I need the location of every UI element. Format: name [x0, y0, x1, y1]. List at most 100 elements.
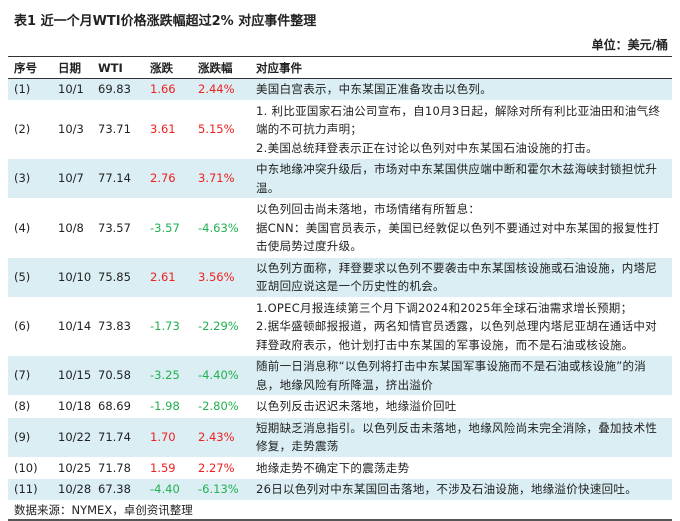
event-line: 以色列反击迟迟未落地，地缘溢价回吐 [256, 399, 457, 413]
table-row: (7) 10/15 70.58 -3.25 -4.40% 随前一日消息称“以色列将打击中东… [8, 355, 672, 396]
row-pct: -2.29% [192, 297, 250, 356]
row-change: 1.59 [144, 457, 192, 479]
table-row: (4) 10/8 73.57 -3.57 -4.63% 以色列回击尚未落地，市场情绪有所暂… [8, 198, 672, 258]
table-row: (6) 10/14 73.83 -1.73 -2.29% 1.OPEC月报连续第三个月下调… [8, 297, 672, 356]
table-row: (8) 10/18 68.69 -1.98 -2.80% 以色列反击迟迟未落地，地缘溢价回… [8, 395, 672, 418]
row-number: (6) [8, 297, 52, 356]
row-wti: 73.71 [92, 100, 144, 159]
row-change: 2.76 [144, 158, 192, 199]
row-number: (10) [8, 457, 52, 479]
header-event: 对应事件 [250, 56, 672, 79]
row-event: 地缘走势不确定下的震荡走势 [250, 457, 672, 479]
event-line: 1.OPEC月报连续第三个月下调2024和2025年全球石油需求增长预期； [256, 300, 633, 315]
row-date: 10/14 [52, 297, 92, 356]
row-number: (2) [8, 100, 52, 159]
row-change: -4.40 [144, 478, 192, 501]
source-note: 数据来源：NYMEX，卓创资讯整理 [8, 499, 672, 521]
table-row: (1) 10/1 69.83 1.66 2.44% 美国白宫表示，中东某国正准备攻击以色列… [8, 78, 672, 101]
row-event: 以色列回击尚未落地，市场情绪有所暂息： 据CNN：美国官员表示，美国已经敦促以色列… [250, 198, 672, 258]
table-row: (10) 10/25 71.78 1.59 2.27% 地缘走势不确定下的震荡走势 [8, 457, 672, 479]
row-number: (1) [8, 78, 52, 101]
event-line: 1. 利比亚国家石油公司宣布，自10月3日起，解除对所有利比亚油田和油气终端的不… [256, 103, 661, 137]
row-event: 随前一日消息称“以色列将打击中东某国军事设施而不是石油或核设施”的消息，地缘风险… [250, 355, 672, 396]
row-change: -1.98 [144, 395, 192, 418]
row-number: (5) [8, 257, 52, 298]
row-wti: 75.85 [92, 257, 144, 298]
unit-label: 单位：美元/桶 [591, 38, 668, 52]
row-wti: 69.83 [92, 78, 144, 101]
row-pct: 5.15% [192, 100, 250, 159]
row-pct: 2.43% [192, 417, 250, 458]
row-wti: 73.57 [92, 198, 144, 258]
header-no: 序号 [8, 56, 52, 79]
row-pct: 3.56% [192, 257, 250, 298]
row-pct: -4.40% [192, 355, 250, 396]
row-event: 26日以色列对中东某国回击落地，不涉及石油设施，地缘溢价快速回吐。 [250, 478, 672, 501]
row-date: 10/8 [52, 198, 92, 258]
row-date: 10/10 [52, 257, 92, 298]
row-wti: 67.38 [92, 478, 144, 501]
event-line: 2.美国总统拜登表示正在讨论以色列对中东某国石油设施的打击。 [256, 140, 598, 155]
row-event: 1. 利比亚国家石油公司宣布，自10月3日起，解除对所有利比亚油田和油气终端的不… [250, 100, 672, 159]
row-pct: -2.80% [192, 395, 250, 418]
header-change: 涨跌 [144, 56, 192, 79]
table-row: (2) 10/3 73.71 3.61 5.15% 1. 利比亚国家石油公司宣布，自10月… [8, 100, 672, 159]
row-wti: 70.58 [92, 355, 144, 396]
event-line: 短期缺乏消息指引。以色列反击未落地，地缘风险尚未完全消除，叠加技术性修复，走势震… [256, 420, 658, 454]
row-pct: 2.27% [192, 457, 250, 479]
table-row: (11) 10/28 67.38 -4.40 -6.13% 26日以色列对中东某国回击落地… [8, 478, 672, 501]
row-change: -3.57 [144, 198, 192, 258]
event-line: 地缘走势不确定下的震荡走势 [256, 460, 410, 475]
event-line: 2.据华盛顿邮报报道，两名知情官员透露，以色列总理内塔尼亚胡在通话中对拜登政府表… [256, 319, 657, 352]
row-event: 美国白宫表示，中东某国正准备攻击以色列。 [250, 78, 672, 101]
header-date: 日期 [52, 56, 92, 79]
header-wti: WTI [92, 56, 144, 79]
row-change: 1.70 [144, 417, 192, 458]
row-date: 10/18 [52, 395, 92, 418]
header-row: 序号 日期 WTI 涨跌 涨跌幅 对应事件 [8, 56, 672, 79]
row-wti: 71.78 [92, 457, 144, 479]
event-line: 随前一日消息称“以色列将打击中东某国军事设施而不是石油或核设施”的消息，地缘风险… [256, 359, 647, 392]
row-event: 以色列反击迟迟未落地，地缘溢价回吐 [250, 395, 672, 418]
row-change: 2.61 [144, 257, 192, 298]
row-date: 10/22 [52, 417, 92, 458]
table-title: 表1 近一个月WTI价格涨跌幅超过2% 对应事件整理 [14, 14, 317, 29]
event-line: 以色列回击尚未落地，市场情绪有所暂息： [256, 202, 481, 216]
row-change: -1.73 [144, 297, 192, 356]
row-wti: 71.74 [92, 417, 144, 458]
row-change: -3.25 [144, 355, 192, 396]
row-number: (8) [8, 395, 52, 418]
row-number: (3) [8, 158, 52, 199]
row-number: (11) [8, 478, 52, 501]
row-date: 10/25 [52, 457, 92, 479]
row-wti: 77.14 [92, 158, 144, 199]
row-date: 10/15 [52, 355, 92, 396]
header-pct: 涨跌幅 [192, 56, 250, 79]
row-wti: 73.83 [92, 297, 144, 356]
event-line: 26日以色列对中东某国回击落地，不涉及石油设施，地缘溢价快速回吐。 [256, 482, 638, 496]
table-row: (5) 10/10 75.85 2.61 3.56% 以色列方面称，拜登要求以色列不要袭击… [8, 257, 672, 298]
row-date: 10/7 [52, 158, 92, 199]
row-date: 10/1 [52, 78, 92, 101]
row-pct: 2.44% [192, 78, 250, 101]
row-number: (9) [8, 417, 52, 458]
row-number: (7) [8, 355, 52, 396]
row-event: 短期缺乏消息指引。以色列反击未落地，地缘风险尚未完全消除，叠加技术性修复，走势震… [250, 417, 672, 458]
event-line: 以色列方面称，拜登要求以色列不要袭击中东某国核设施或石油设施，内塔尼亚胡回应说这… [256, 260, 658, 294]
row-event: 1.OPEC月报连续第三个月下调2024和2025年全球石油需求增长预期； 2.据… [250, 297, 672, 356]
row-pct: 3.71% [192, 158, 250, 199]
row-number: (4) [8, 198, 52, 258]
event-line: 美国白宫表示，中东某国正准备攻击以色列。 [256, 82, 492, 96]
row-wti: 68.69 [92, 395, 144, 418]
table-row: (3) 10/7 77.14 2.76 3.71% 中东地缘冲突升级后，市场对中东某国供应… [8, 158, 672, 199]
row-date: 10/3 [52, 100, 92, 159]
events-table: 序号 日期 WTI 涨跌 涨跌幅 对应事件 (1) 10/1 69.83 1.66 2.… [8, 56, 672, 521]
row-event: 以色列方面称，拜登要求以色列不要袭击中东某国核设施或石油设施，内塔尼亚胡回应说这… [250, 257, 672, 298]
event-line: 据CNN：美国官员表示，美国已经敦促以色列不要通过对中东某国的报复性打击使局势过… [256, 220, 660, 254]
row-change: 1.66 [144, 78, 192, 101]
row-date: 10/28 [52, 478, 92, 501]
row-pct: -4.63% [192, 198, 250, 258]
row-change: 3.61 [144, 100, 192, 159]
row-event: 中东地缘冲突升级后，市场对中东某国供应端中断和霍尔木兹海峡封锁担忧升温。 [250, 158, 672, 199]
event-line: 中东地缘冲突升级后，市场对中东某国供应端中断和霍尔木兹海峡封锁担忧升温。 [256, 162, 658, 195]
